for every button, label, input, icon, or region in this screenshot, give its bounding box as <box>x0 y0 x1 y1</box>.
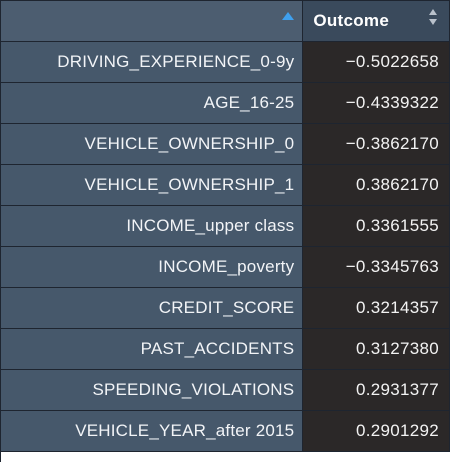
table-row: INCOME_upper class 0.3361555 <box>1 206 450 247</box>
column-header-label: Outcome <box>313 11 390 30</box>
row-value: −0.4339322 <box>303 83 450 124</box>
outcome-column-header[interactable]: Outcome <box>303 1 450 42</box>
table-header-row: Outcome <box>1 1 450 42</box>
row-name: DRIVING_EXPERIENCE_0-9y <box>1 42 304 83</box>
row-name: VEHICLE_OWNERSHIP_1 <box>1 165 304 206</box>
table-row: CREDIT_SCORE 0.3214357 <box>1 288 450 329</box>
table-row: VEHICLE_YEAR_after 2015 0.2901292 <box>1 411 450 452</box>
row-name: VEHICLE_OWNERSHIP_0 <box>1 124 304 165</box>
blank-area <box>303 452 450 462</box>
row-value: 0.3127380 <box>303 329 450 370</box>
row-name: CREDIT_SCORE <box>1 288 304 329</box>
row-name: INCOME_poverty <box>1 247 304 288</box>
sort-both-icon[interactable] <box>429 9 439 31</box>
table-row: INCOME_poverty −0.3345763 <box>1 247 450 288</box>
row-name: VEHICLE_YEAR_after 2015 <box>1 411 304 452</box>
row-value: 0.3862170 <box>303 165 450 206</box>
rowname-header[interactable] <box>1 1 304 42</box>
table-row: VEHICLE_OWNERSHIP_1 0.3862170 <box>1 165 450 206</box>
row-value: −0.3862170 <box>303 124 450 165</box>
table-row: PAST_ACCIDENTS 0.3127380 <box>1 329 450 370</box>
row-value: 0.2901292 <box>303 411 450 452</box>
row-value: 0.2931377 <box>303 370 450 411</box>
sort-ascending-icon[interactable] <box>282 12 295 20</box>
row-name: PAST_ACCIDENTS <box>1 329 304 370</box>
row-value: 0.3361555 <box>303 206 450 247</box>
row-name: SPEEDING_VIOLATIONS <box>1 370 304 411</box>
row-value: 0.3214357 <box>303 288 450 329</box>
row-name: AGE_16-25 <box>1 83 304 124</box>
table-bottom-space <box>1 452 450 462</box>
table-row: VEHICLE_OWNERSHIP_0 −0.3862170 <box>1 124 450 165</box>
row-value: −0.5022658 <box>303 42 450 83</box>
table-row: AGE_16-25 −0.4339322 <box>1 83 450 124</box>
table-row: DRIVING_EXPERIENCE_0-9y −0.5022658 <box>1 42 450 83</box>
blank-area <box>1 452 304 462</box>
row-value: −0.3345763 <box>303 247 450 288</box>
row-name: INCOME_upper class <box>1 206 304 247</box>
table-row: SPEEDING_VIOLATIONS 0.2931377 <box>1 370 450 411</box>
